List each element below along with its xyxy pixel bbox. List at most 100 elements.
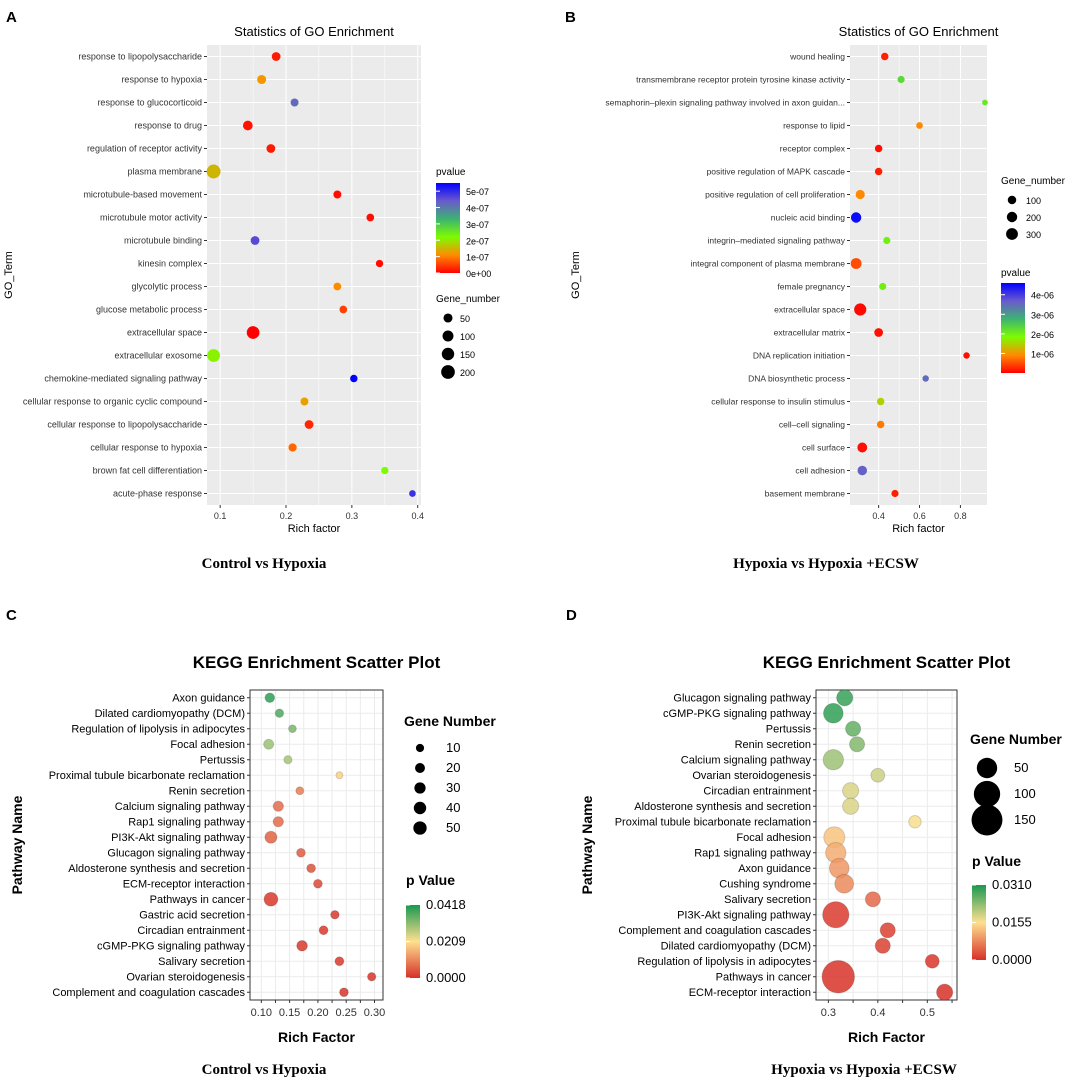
- data-point: [822, 749, 845, 771]
- data-point: [295, 786, 305, 796]
- plot-background: [207, 45, 421, 505]
- term-label: Proximal tubule bicarbonate reclamation: [615, 817, 811, 829]
- plot-border: [815, 689, 958, 1001]
- color-legend-label: 4e-06: [1031, 291, 1054, 301]
- term-label: nucleic acid binding: [771, 212, 845, 222]
- size-legend-label: 100: [460, 332, 475, 342]
- term-label: cGMP-PKG signaling pathway: [97, 941, 245, 953]
- data-point: [339, 305, 348, 314]
- data-point: [963, 352, 970, 359]
- term-label: Salivary secretion: [158, 956, 245, 968]
- size-legend-dot: [415, 743, 425, 753]
- term-label: extracellular matrix: [774, 327, 846, 337]
- data-point: [897, 75, 905, 84]
- plot-border: [249, 689, 384, 1001]
- data-point: [879, 922, 896, 939]
- size-legend-dot: [1007, 195, 1017, 205]
- data-point: [264, 830, 278, 844]
- chart-title: KEGG Enrichment Scatter Plot: [193, 653, 441, 672]
- term-label: ECM-receptor interaction: [689, 987, 811, 999]
- data-point: [250, 236, 260, 245]
- data-point: [288, 443, 297, 452]
- term-label: Proximal tubule bicarbonate reclamation: [49, 770, 245, 782]
- data-point: [982, 99, 988, 106]
- term-label: Dilated cardiomyopathy (DCM): [95, 708, 245, 720]
- data-point: [263, 738, 275, 750]
- data-point: [409, 490, 416, 497]
- data-point: [366, 213, 375, 222]
- data-point: [821, 959, 856, 994]
- term-label: Glucagon signaling pathway: [107, 848, 245, 860]
- color-legend-label: 1e-06: [1031, 349, 1054, 359]
- data-point: [857, 465, 868, 476]
- color-legend-label: 1e-07: [466, 253, 489, 263]
- term-label: Circadian entrainment: [137, 925, 245, 937]
- term-label: brown fat cell differentiation: [93, 466, 202, 476]
- term-label: Calcium signaling pathway: [681, 755, 812, 767]
- data-point: [845, 720, 862, 737]
- panel-D: D KEGG Enrichment Scatter Plot 0.3 0.4 0.5 Ri…: [566, 607, 1062, 1078]
- data-point: [350, 374, 358, 383]
- x-tick-label: 0.1: [214, 511, 227, 521]
- panel-caption: Control vs Hypoxia: [202, 556, 327, 572]
- size-legend-label: 10: [446, 740, 460, 755]
- term-label: cell–cell signaling: [779, 419, 845, 429]
- term-label: glycolytic process: [131, 282, 202, 292]
- data-point: [891, 489, 899, 498]
- data-point: [333, 190, 342, 199]
- term-label: Aldosterone synthesis and secretion: [634, 801, 811, 813]
- size-legend-label: 100: [1026, 196, 1041, 206]
- size-legend-label: 150: [460, 350, 475, 360]
- size-legend-label: 200: [460, 368, 475, 378]
- x-tick-label: 0.20: [307, 1007, 328, 1019]
- term-label: microtubule motor activity: [100, 213, 203, 223]
- term-label: Gastric acid secretion: [139, 910, 245, 922]
- term-label: Cushing syndrome: [719, 879, 811, 891]
- size-legend-title: Gene_number: [1001, 176, 1066, 187]
- data-point: [306, 863, 317, 874]
- data-point: [874, 328, 883, 337]
- color-legend-label: 3e-07: [466, 220, 489, 230]
- size-legend-dot: [1006, 228, 1018, 240]
- data-point: [924, 953, 940, 969]
- data-point: [366, 972, 377, 982]
- term-label: DNA replication initiation: [753, 350, 845, 360]
- term-label: Rap1 signaling pathway: [128, 817, 245, 829]
- data-point: [874, 144, 883, 153]
- data-point: [879, 282, 887, 291]
- data-point: [334, 956, 345, 967]
- size-legend-label: 20: [446, 760, 460, 775]
- x-tick-label: 0.4: [872, 511, 885, 521]
- size-legend-label: 50: [1014, 760, 1028, 775]
- data-point: [313, 878, 323, 889]
- term-label: PI3K-Akt signaling pathway: [111, 832, 245, 844]
- color-legend-bar: [436, 183, 460, 273]
- term-label: response to glucocorticoid: [97, 98, 202, 108]
- chart-title: KEGG Enrichment Scatter Plot: [763, 653, 1011, 672]
- data-point: [834, 873, 855, 894]
- term-label: acute-phase response: [113, 489, 202, 499]
- data-point: [206, 164, 221, 179]
- data-point: [857, 442, 868, 453]
- x-axis-label: Rich factor: [892, 523, 945, 535]
- size-legend-title: Gene_number: [436, 294, 501, 305]
- data-point: [916, 122, 923, 129]
- panel-A: A Statistics of GO Enrichment 0.1 0.2 0.3 0.4…: [3, 9, 501, 572]
- y-axis-label: Pathway Name: [579, 795, 595, 894]
- size-legend-dot: [414, 782, 426, 794]
- x-tick-label: 0.10: [251, 1007, 272, 1019]
- data-point: [864, 891, 881, 908]
- data-point: [296, 847, 306, 858]
- term-label: positive regulation of MAPK cascade: [707, 166, 846, 176]
- data-point: [922, 375, 929, 382]
- panel-C: C KEGG Enrichment Scatter Plot 0.10 0.15 0.2…: [6, 607, 496, 1078]
- data-point: [836, 689, 854, 707]
- term-label: Rap1 signaling pathway: [694, 848, 811, 860]
- data-point: [842, 782, 860, 800]
- data-point: [333, 282, 342, 291]
- term-label: integrin–mediated signaling pathway: [707, 235, 845, 245]
- term-label: Circadian entrainment: [703, 786, 811, 798]
- size-legend-dot: [413, 801, 427, 815]
- term-label: Pertussis: [200, 755, 246, 767]
- data-point: [335, 771, 344, 780]
